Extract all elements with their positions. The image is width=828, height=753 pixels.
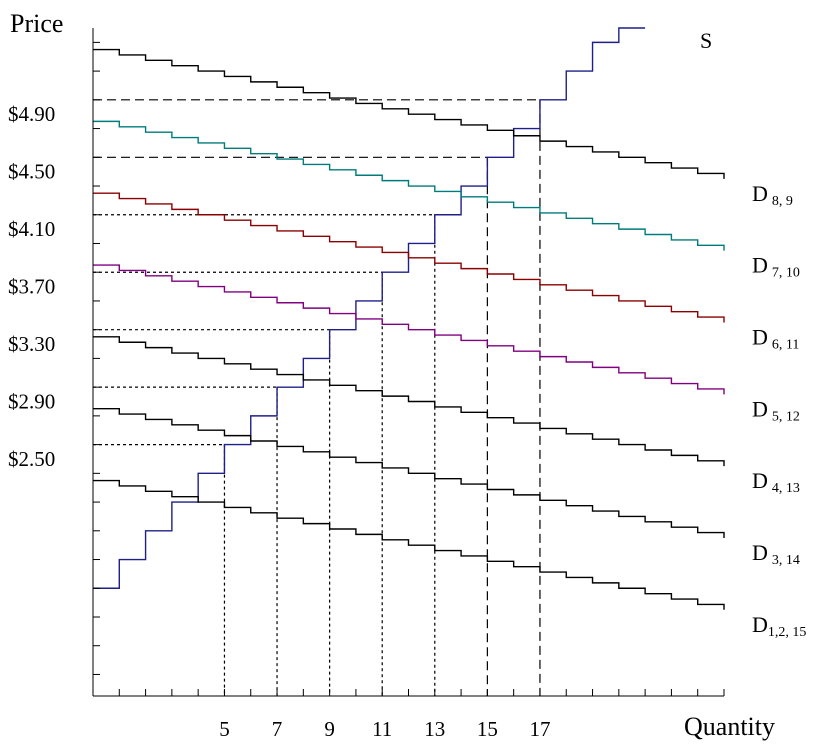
y-tick-label: $2.50: [8, 447, 55, 471]
d611-curve: [93, 192, 725, 323]
series-label-d611: D 6, 11: [752, 324, 799, 352]
d710-curve: [93, 120, 725, 251]
tick-labels: 5 7 9 11 13 15 17 $2.50 $2.90 $3.30 $3.70 $4.10 $4.5…: [8, 102, 550, 741]
tick-marks: [93, 41, 725, 696]
d512-curve: [93, 264, 725, 395]
d413-curve: [93, 336, 725, 467]
x-tick-label: 15: [477, 717, 498, 741]
series-label-d710: D 7, 10: [752, 253, 800, 281]
y-tick-label: $4.10: [8, 217, 55, 241]
equilibrium-guides: [93, 99, 541, 696]
series-label-d314: D 3, 14: [752, 540, 800, 568]
x-tick-label: 17: [529, 717, 550, 741]
d314-curve: [93, 407, 725, 538]
series-label-d413: D 4, 13: [752, 468, 800, 496]
x-tick-label: 7: [272, 717, 283, 741]
series-layer: S D 8, 9 D 7, 10 D 6, 11 D 5, 12 D 4, 13 D 3, 14 D1,2…: [93, 27, 806, 640]
series-label-d512: D 5, 12: [752, 396, 800, 424]
y-tick-label: $4.90: [8, 102, 55, 126]
x-tick-label: 9: [324, 717, 335, 741]
x-axis-title: Quantity: [684, 712, 775, 741]
y-axis-title: Price: [10, 9, 63, 38]
axes: [92, 28, 724, 697]
series-label-supply: S: [700, 28, 712, 53]
x-tick-label: 5: [219, 717, 230, 741]
d1215-curve: [93, 479, 725, 610]
y-tick-label: $2.90: [8, 390, 55, 414]
x-tick-label: 13: [424, 717, 445, 741]
supply-curve: [93, 27, 646, 589]
series-label-d1215: D1,2, 15: [752, 612, 806, 640]
y-tick-label: $3.30: [8, 332, 55, 356]
d89-curve: [93, 48, 725, 179]
series-label-d89: D 8, 9: [752, 181, 793, 209]
x-tick-label: 11: [372, 717, 392, 741]
y-tick-label: $4.50: [8, 160, 55, 184]
y-tick-label: $3.70: [8, 275, 55, 299]
